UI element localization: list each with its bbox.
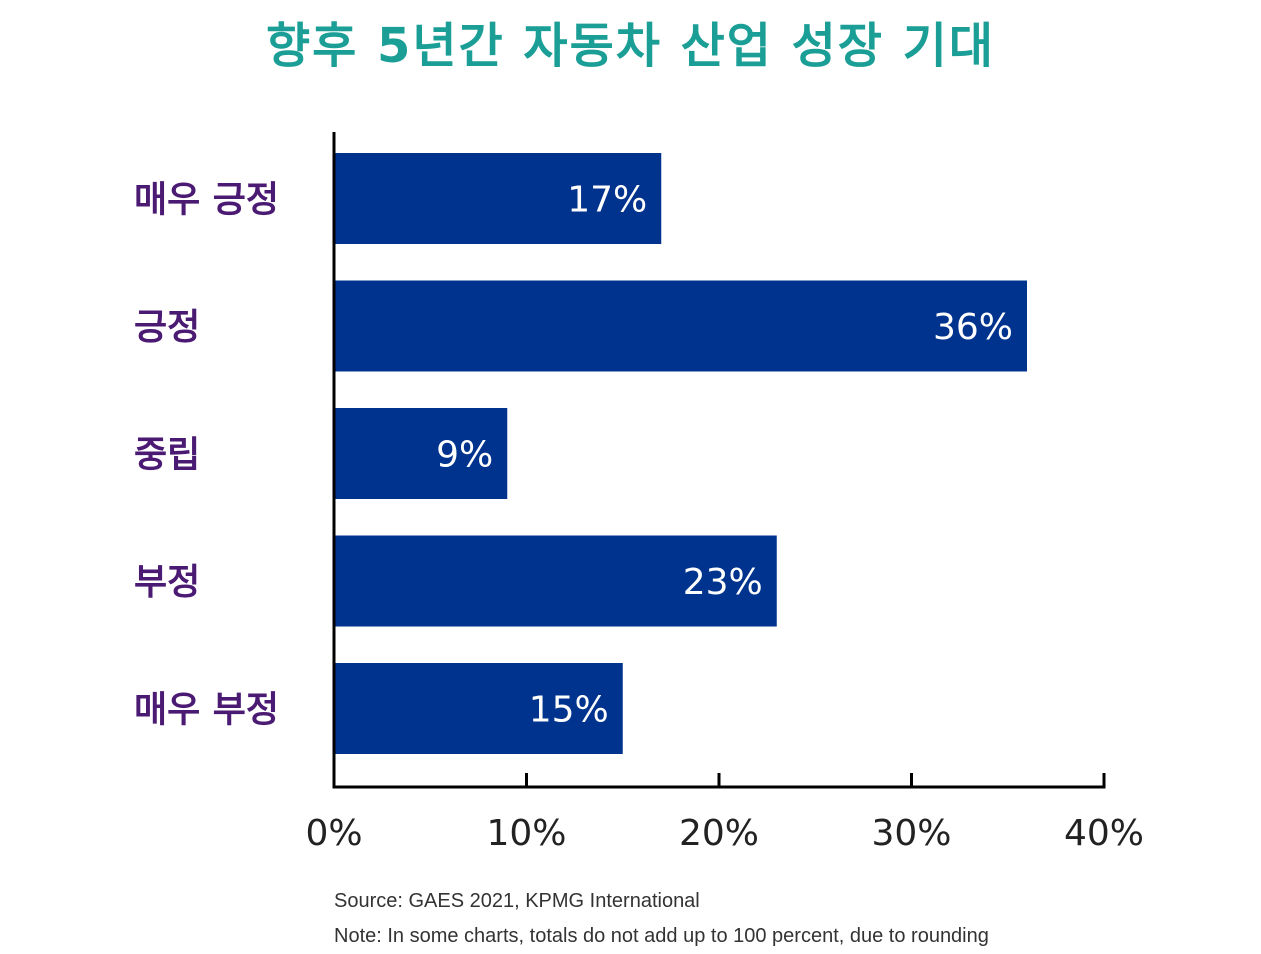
category-label: 부정 xyxy=(134,562,200,603)
category-label: 중립 xyxy=(134,435,200,476)
bar xyxy=(334,153,662,244)
bar-value-label: 23% xyxy=(683,562,763,603)
x-tick-label: 0% xyxy=(305,813,362,854)
category-label: 긍정 xyxy=(134,307,200,348)
rounding-note: Note: In some charts, totals do not add … xyxy=(334,925,989,947)
chart-title: 향후 5년간 자동차 산업 성장 기대 xyxy=(265,18,996,74)
x-tick-label: 40% xyxy=(1064,813,1144,854)
bar xyxy=(334,408,508,499)
category-label: 매우 부정 xyxy=(134,690,279,731)
source-note: Source: GAES 2021, KPMG International xyxy=(334,890,700,912)
bar-value-label: 17% xyxy=(567,180,647,221)
x-tick-label: 10% xyxy=(486,813,566,854)
x-tick-label: 30% xyxy=(871,813,951,854)
x-tick-label: 20% xyxy=(679,813,759,854)
bar xyxy=(334,280,1027,372)
bar-chart: 17% 매우 긍정 36% 긍정 9% 중립 23% 부정 15% 매우 부정 0% 10% 20% 30… xyxy=(134,132,1144,854)
category-label: 매우 긍정 xyxy=(134,180,279,221)
bar xyxy=(334,663,623,754)
bar xyxy=(334,535,777,627)
bar-value-label: 15% xyxy=(529,690,609,731)
bar-value-label: 36% xyxy=(933,307,1013,348)
bar-value-label: 9% xyxy=(436,435,493,476)
